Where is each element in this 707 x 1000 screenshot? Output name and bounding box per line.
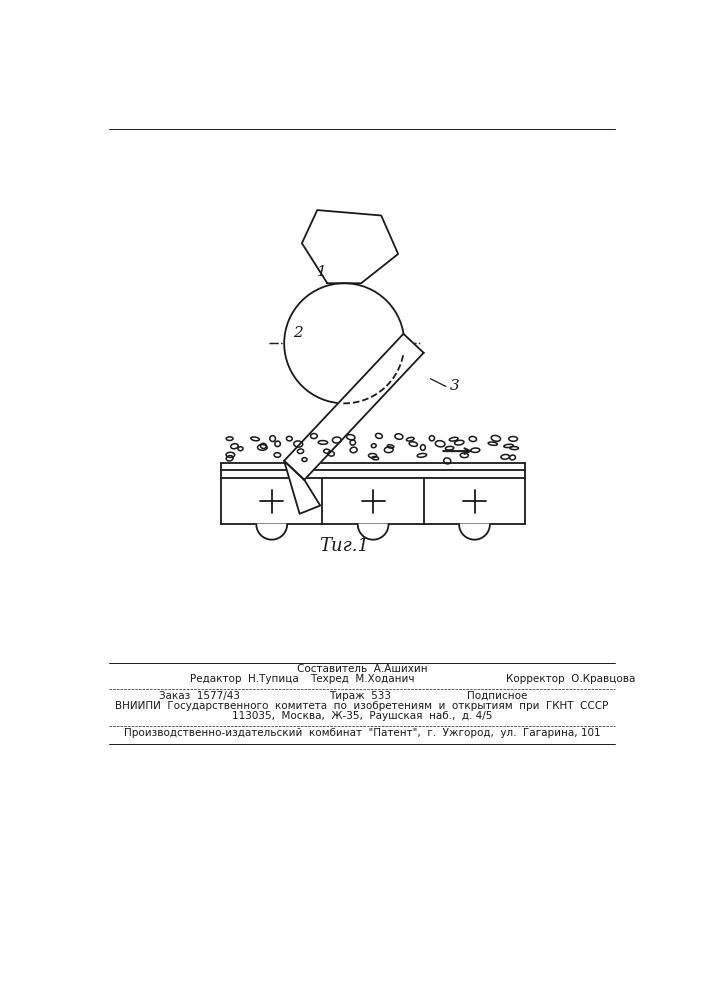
Text: Составитель  А.Ашихин: Составитель А.Ашихин <box>297 664 427 674</box>
Ellipse shape <box>284 283 404 403</box>
Polygon shape <box>284 334 423 480</box>
Text: Заказ  1577/43: Заказ 1577/43 <box>160 691 240 701</box>
Polygon shape <box>459 524 490 540</box>
Polygon shape <box>358 524 389 540</box>
Text: 2: 2 <box>293 326 303 340</box>
Text: Тираж  533: Тираж 533 <box>329 691 391 701</box>
Polygon shape <box>302 210 398 283</box>
Text: Τиг.1: Τиг.1 <box>320 537 369 555</box>
Text: Техред  М.Ходанич: Техред М.Ходанич <box>310 674 414 684</box>
Text: Корректор  О.Кравцова: Корректор О.Кравцова <box>506 674 636 684</box>
Polygon shape <box>284 461 320 514</box>
Text: Редактор  Н.Тупица: Редактор Н.Тупица <box>190 674 299 684</box>
Text: 113035,  Москва,  Ж-35,  Раушская  наб.,  д. 4/5: 113035, Москва, Ж-35, Раушская наб., д. … <box>232 711 492 721</box>
Text: Подписное: Подписное <box>467 691 528 701</box>
Text: ВНИИПИ  Государственного  комитета  по  изобретениям  и  открытиям  при  ГКНТ  С: ВНИИПИ Государственного комитета по изоб… <box>115 701 609 711</box>
Text: 3: 3 <box>450 378 460 392</box>
Text: Производственно-издательский  комбинат  "Патент",  г.  Ужгород,  ул.  Гагарина, : Производственно-издательский комбинат "П… <box>124 728 600 738</box>
Text: 1: 1 <box>317 265 327 279</box>
Polygon shape <box>257 524 287 540</box>
